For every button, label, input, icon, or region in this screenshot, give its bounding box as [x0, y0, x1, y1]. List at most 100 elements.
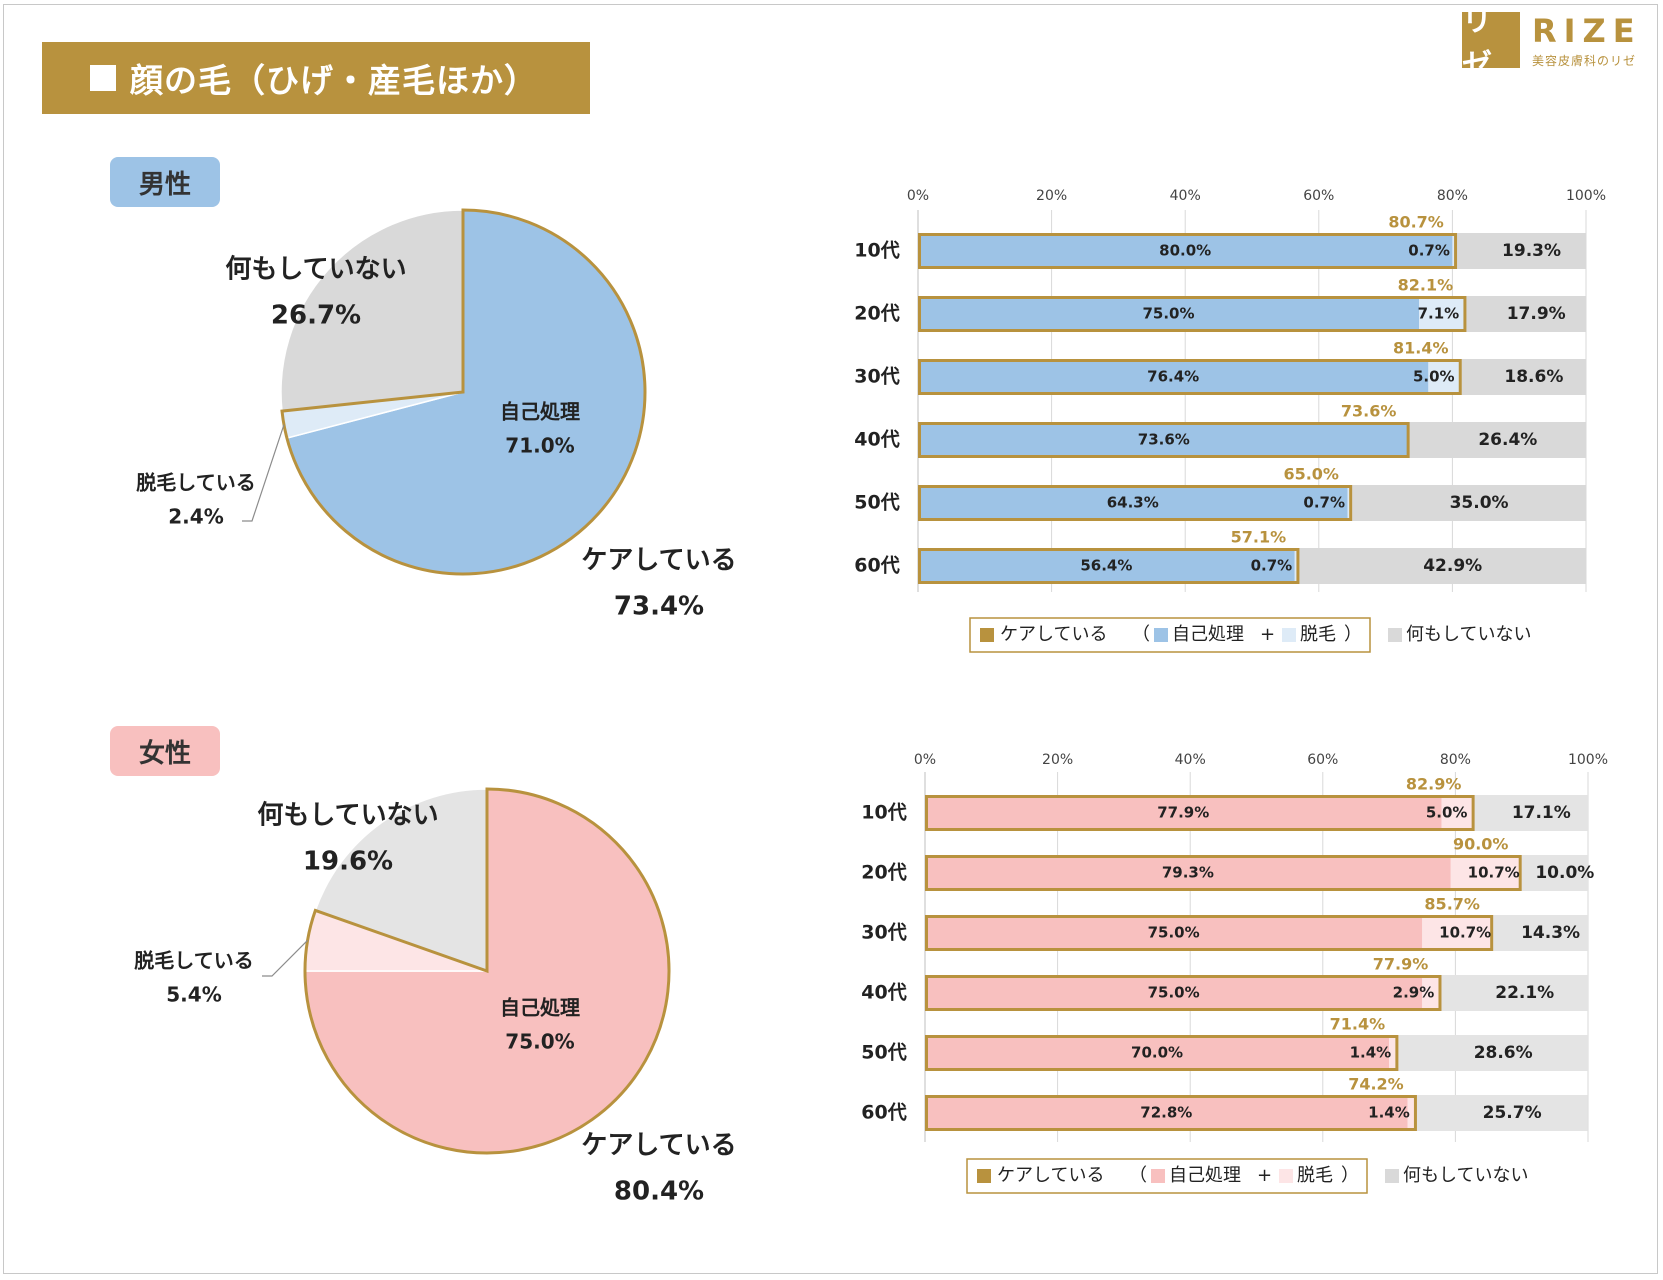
bar-label-nothing: 17.1% — [1512, 803, 1571, 823]
legend-nothing-swatch — [1385, 1169, 1399, 1183]
bar-removal — [1422, 915, 1494, 951]
pie-label-nothing: 何もしていない — [257, 801, 438, 831]
bar-nothing — [1474, 795, 1588, 831]
pie-value-care: 73.4% — [614, 592, 704, 622]
bar-label-care-total: 82.9% — [1406, 775, 1462, 794]
bar-removal — [1419, 296, 1467, 332]
bar-label-removal: 2.9% — [1393, 984, 1435, 1002]
x-tick-label: 40% — [1175, 752, 1206, 768]
x-tick-label: 60% — [1307, 752, 1338, 768]
bar-care-outline — [918, 233, 1458, 269]
pie-care-outline — [303, 787, 671, 1155]
legend-plus: + — [1260, 624, 1275, 645]
y-category-label: 20代 — [854, 303, 899, 325]
pie-leader-line — [242, 424, 285, 522]
x-tick-label: 100% — [1566, 188, 1606, 204]
bar-label-removal: 0.7% — [1303, 494, 1345, 512]
bar-self — [925, 1095, 1408, 1131]
legend-removal-swatch — [1282, 628, 1296, 642]
page-title: 顔の毛（ひげ・産毛ほか） — [42, 42, 590, 114]
bar-nothing — [1466, 296, 1586, 332]
legend-care-label: ケアしている — [997, 1165, 1104, 1186]
bar-label-care-total: 82.1% — [1398, 276, 1454, 295]
slide-frame — [3, 4, 1658, 1274]
bar-removal — [1450, 855, 1522, 891]
bar-care-outline — [925, 1035, 1399, 1071]
bar-label-removal: 5.0% — [1413, 368, 1455, 386]
bar-care-outline — [918, 485, 1353, 521]
y-category-label: 10代 — [861, 802, 906, 824]
bar-label-nothing: 26.4% — [1478, 430, 1537, 450]
bar-label-removal: 10.7% — [1468, 864, 1520, 882]
legend-removal-swatch — [1279, 1169, 1293, 1183]
legend-nothing-label: 何もしていない — [1403, 1165, 1528, 1186]
bar-label-removal: 7.1% — [1418, 305, 1460, 323]
bar-label-nothing: 19.3% — [1502, 241, 1561, 261]
bar-label-self: 75.0% — [1148, 924, 1200, 942]
bar-label-self: 73.6% — [1138, 431, 1190, 449]
bar-label-removal: 1.4% — [1368, 1104, 1410, 1122]
bar-removal — [1428, 359, 1462, 395]
bar-label-care-total: 65.0% — [1283, 465, 1339, 484]
legend-self-swatch — [1154, 628, 1168, 642]
pie-label-care: ケアしている — [581, 1131, 736, 1161]
bar-self — [925, 795, 1442, 831]
bar-label-nothing: 42.9% — [1423, 556, 1482, 576]
pie-label-self: 自己処理 — [500, 400, 580, 424]
y-category-label: 40代 — [861, 982, 906, 1004]
x-tick-label: 80% — [1437, 188, 1468, 204]
bar-care-outline — [925, 795, 1475, 831]
bar-nothing — [1398, 1035, 1588, 1071]
male-section-badge: 男性 — [110, 157, 220, 207]
bar-removal — [1389, 1035, 1399, 1071]
logo-subtitle: 美容皮膚科のリゼ — [1532, 54, 1637, 68]
legend-self-label: 自己処理 — [1169, 1165, 1241, 1186]
y-category-label: 10代 — [854, 240, 899, 262]
bar-nothing — [1299, 548, 1586, 584]
female-section-badge: 女性 — [110, 726, 220, 776]
bar-nothing — [1416, 1095, 1588, 1131]
bar-self — [925, 1035, 1390, 1071]
x-tick-label: 20% — [1036, 188, 1067, 204]
x-tick-label: 80% — [1440, 752, 1471, 768]
legend-self-label: 自己処理 — [1172, 624, 1244, 645]
bar-label-self: 70.0% — [1131, 1044, 1183, 1062]
legend-close-paren: ） — [1344, 624, 1362, 645]
legend-care-label: ケアしている — [1000, 624, 1107, 645]
bar-label-nothing: 28.6% — [1474, 1043, 1533, 1063]
bar-label-nothing: 22.1% — [1495, 983, 1554, 1003]
pie-label-removal: 脱毛している — [136, 471, 255, 495]
bar-removal — [1441, 795, 1475, 831]
pie-leader-line — [262, 939, 309, 977]
bar-label-self: 75.0% — [1148, 984, 1200, 1002]
bar-self — [918, 548, 1295, 584]
bar-care-outline — [918, 422, 1410, 458]
x-tick-label: 100% — [1568, 752, 1608, 768]
y-category-label: 50代 — [854, 492, 899, 514]
page-title-text: 顔の毛（ひげ・産毛ほか） — [130, 61, 538, 100]
pie-value-nothing: 26.7% — [271, 301, 361, 331]
x-tick-label: 0% — [907, 188, 929, 204]
bar-label-care-total: 57.1% — [1231, 528, 1287, 547]
bar-nothing — [1493, 915, 1588, 951]
legend-care-box — [969, 617, 1371, 653]
logo-wordmark: RIZE — [1532, 12, 1642, 50]
pie-value-removal: 2.4% — [168, 505, 223, 529]
bar-label-care-total: 85.7% — [1424, 895, 1480, 914]
bar-label-removal: 10.7% — [1439, 924, 1491, 942]
bar-label-self: 56.4% — [1080, 557, 1132, 575]
y-category-label: 40代 — [854, 429, 899, 451]
bar-label-removal: 1.4% — [1350, 1044, 1392, 1062]
legend-care-swatch — [977, 1169, 991, 1183]
bar-self — [918, 359, 1429, 395]
legend-close-paren: ） — [1341, 1165, 1359, 1186]
bar-care-outline — [925, 915, 1494, 951]
bar-label-self: 75.0% — [1142, 305, 1194, 323]
bar-self — [918, 233, 1453, 269]
bar-label-self: 77.9% — [1157, 804, 1209, 822]
bar-label-self: 79.3% — [1162, 864, 1214, 882]
pie-value-self: 71.0% — [505, 434, 574, 458]
legend-plus: + — [1257, 1165, 1272, 1186]
bar-nothing — [1457, 233, 1586, 269]
x-tick-label: 0% — [914, 752, 936, 768]
